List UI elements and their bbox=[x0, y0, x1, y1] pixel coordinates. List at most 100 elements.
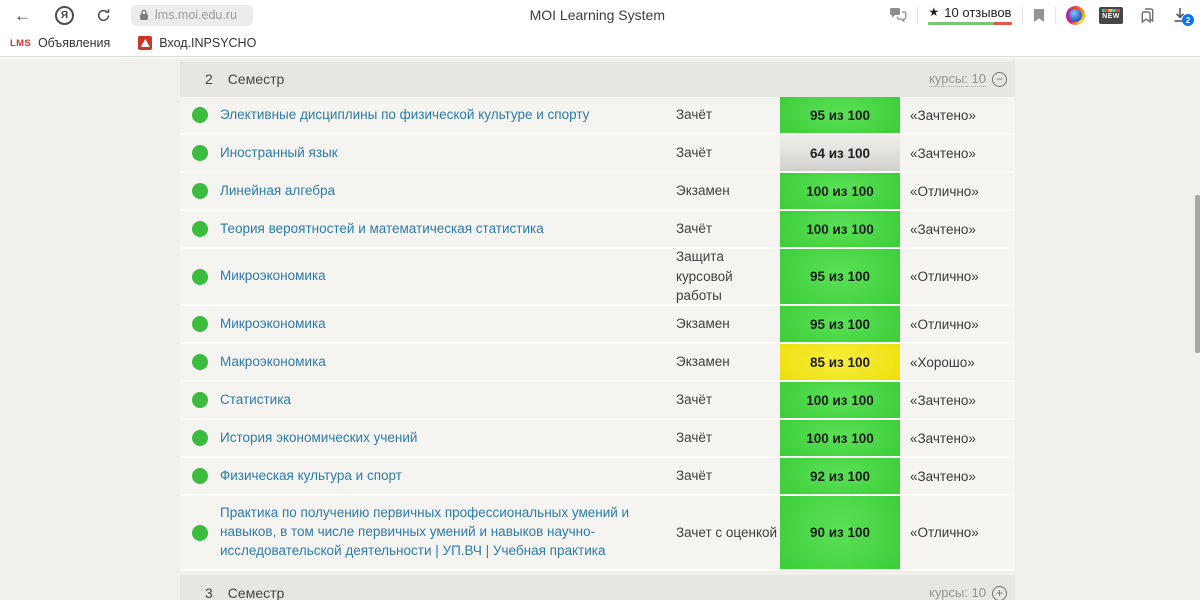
course-type: Экзамен bbox=[676, 354, 730, 370]
score-badge: 100 из 100 bbox=[780, 420, 900, 456]
course-link[interactable]: Микроэкономика bbox=[220, 315, 326, 331]
course-link[interactable]: Теория вероятностей и математическая ста… bbox=[220, 220, 544, 236]
yandex-logo-icon[interactable]: Я bbox=[55, 5, 74, 25]
chat-icon[interactable] bbox=[889, 7, 907, 23]
page-content: 2 Семестр курсы: 10 − Элективные дисципл… bbox=[0, 58, 1200, 600]
table-row: Физическая культура и спорт Зачёт 92 из … bbox=[180, 458, 1015, 496]
status-dot-icon bbox=[192, 145, 208, 161]
course-grade: «Отлично» bbox=[910, 316, 979, 332]
course-link[interactable]: Линейная алгебра bbox=[220, 182, 336, 198]
course-grade: «Отлично» bbox=[910, 269, 979, 284]
divider bbox=[917, 6, 918, 24]
status-cell bbox=[180, 468, 220, 484]
bookmark-item-announcements[interactable]: LMS Объявления bbox=[10, 36, 111, 50]
score-badge: 85 из 100 bbox=[780, 344, 900, 380]
table-row: Статистика Зачёт 100 из 100 «Зачтено» bbox=[180, 382, 1015, 420]
semester-2-header: 2 Семестр курсы: 10 − bbox=[180, 61, 1015, 97]
table-row: Практика по получению первичных професси… bbox=[180, 496, 1015, 571]
course-grade: «Зачтено» bbox=[910, 468, 976, 484]
status-cell bbox=[180, 392, 220, 408]
course-grade: «Зачтено» bbox=[910, 430, 976, 446]
courses-count-link[interactable]: курсы: 10 bbox=[929, 70, 986, 88]
address-bar[interactable]: lms.moi.edu.ru bbox=[131, 4, 253, 26]
score-badge: 100 из 100 bbox=[780, 173, 900, 209]
collections-icon[interactable] bbox=[1139, 7, 1156, 24]
status-dot-icon bbox=[192, 468, 208, 484]
status-cell bbox=[180, 316, 220, 332]
course-link[interactable]: Физическая культура и спорт bbox=[220, 467, 402, 483]
reviews-rating-bar bbox=[928, 21, 1012, 25]
course-grade: «Отлично» bbox=[910, 183, 979, 199]
course-type: Защита курсовой работы bbox=[676, 249, 733, 304]
grade-table: 2 Семестр курсы: 10 − Элективные дисципл… bbox=[180, 61, 1015, 600]
course-grade: «Зачтено» bbox=[910, 221, 976, 237]
status-cell bbox=[180, 145, 220, 161]
url-text: lms.moi.edu.ru bbox=[155, 8, 237, 22]
course-type: Зачёт bbox=[676, 392, 713, 408]
table-row: Микроэкономика Защита курсовой работы 95… bbox=[180, 249, 1015, 306]
course-link[interactable]: Статистика bbox=[220, 391, 291, 407]
expand-icon[interactable]: + bbox=[992, 585, 1007, 600]
courses-count-link[interactable]: курсы: 10 bbox=[929, 584, 986, 600]
divider bbox=[1055, 6, 1056, 24]
score-badge: 100 из 100 bbox=[780, 382, 900, 418]
status-dot-icon bbox=[192, 392, 208, 408]
status-cell bbox=[180, 107, 220, 123]
table-row: Микроэкономика Экзамен 95 из 100 «Отличн… bbox=[180, 306, 1015, 344]
back-icon[interactable]: ← bbox=[14, 5, 31, 25]
collapse-icon[interactable]: − bbox=[992, 71, 1007, 87]
course-link[interactable]: История экономических учений bbox=[220, 429, 418, 445]
semester-title: Семестр bbox=[227, 585, 285, 600]
status-dot-icon bbox=[192, 430, 208, 446]
inpsycho-favicon bbox=[138, 36, 153, 50]
bookmark-item-inpsycho[interactable]: Вход.INPSYCHO bbox=[138, 36, 256, 50]
status-dot-icon bbox=[192, 183, 208, 199]
reviews-widget[interactable]: ★ 10 отзывов bbox=[928, 6, 1012, 25]
course-table: Элективные дисциплины по физической куль… bbox=[180, 97, 1015, 571]
table-row: Иностранный язык Зачёт 64 из 100 «Зачтен… bbox=[180, 135, 1015, 173]
lms-favicon: LMS bbox=[10, 37, 31, 49]
course-grade: «Отлично» bbox=[910, 525, 979, 540]
course-type: Зачёт bbox=[676, 468, 713, 484]
course-grade: «Зачтено» bbox=[910, 107, 976, 123]
extension-icon[interactable] bbox=[1066, 5, 1085, 25]
table-row: Элективные дисциплины по физической куль… bbox=[180, 97, 1015, 135]
course-type: Зачёт bbox=[676, 221, 713, 237]
course-type: Экзамен bbox=[676, 316, 730, 332]
status-dot-icon bbox=[192, 524, 208, 541]
course-link[interactable]: Элективные дисциплины по физической куль… bbox=[220, 106, 590, 122]
course-type: Зачёт bbox=[676, 107, 713, 123]
course-link[interactable]: Иностранный язык bbox=[220, 144, 338, 160]
status-cell bbox=[180, 183, 220, 199]
course-link[interactable]: Практика по получению первичных професси… bbox=[220, 505, 630, 558]
course-grade: «Хорошо» bbox=[910, 354, 975, 370]
download-icon[interactable]: 2 bbox=[1172, 7, 1194, 26]
bookmark-icon[interactable] bbox=[1033, 8, 1045, 23]
toolbar-right-icons: ★ 10 отзывов NEW bbox=[889, 0, 1194, 30]
course-grade: «Зачтено» bbox=[910, 392, 976, 408]
score-badge: 95 из 100 bbox=[780, 249, 900, 304]
divider bbox=[1022, 6, 1023, 24]
status-dot-icon bbox=[192, 221, 208, 237]
refresh-icon[interactable] bbox=[96, 8, 111, 23]
semester-number: 2 bbox=[205, 71, 213, 87]
status-cell bbox=[180, 268, 220, 285]
course-type: Экзамен bbox=[676, 183, 730, 199]
course-link[interactable]: Микроэкономика bbox=[220, 268, 326, 284]
table-row: Линейная алгебра Экзамен 100 из 100 «Отл… bbox=[180, 173, 1015, 211]
status-cell bbox=[180, 430, 220, 446]
browser-toolbar: ← Я lms.moi.edu.ru MOI Learning System bbox=[0, 0, 1200, 30]
new-extension-icon[interactable]: NEW bbox=[1099, 6, 1123, 24]
score-badge: 100 из 100 bbox=[780, 211, 900, 247]
bookmarks-bar: LMS Объявления Вход.INPSYCHO bbox=[0, 30, 1200, 57]
reviews-label: 10 отзывов bbox=[944, 4, 1012, 20]
star-icon: ★ bbox=[928, 5, 940, 19]
score-badge: 92 из 100 bbox=[780, 458, 900, 494]
lock-icon bbox=[139, 9, 149, 21]
status-dot-icon bbox=[192, 268, 208, 285]
course-link[interactable]: Макроэкономика bbox=[220, 353, 326, 369]
scrollbar-thumb[interactable] bbox=[1195, 195, 1200, 353]
table-row: Теория вероятностей и математическая ста… bbox=[180, 211, 1015, 249]
status-dot-icon bbox=[192, 107, 208, 123]
